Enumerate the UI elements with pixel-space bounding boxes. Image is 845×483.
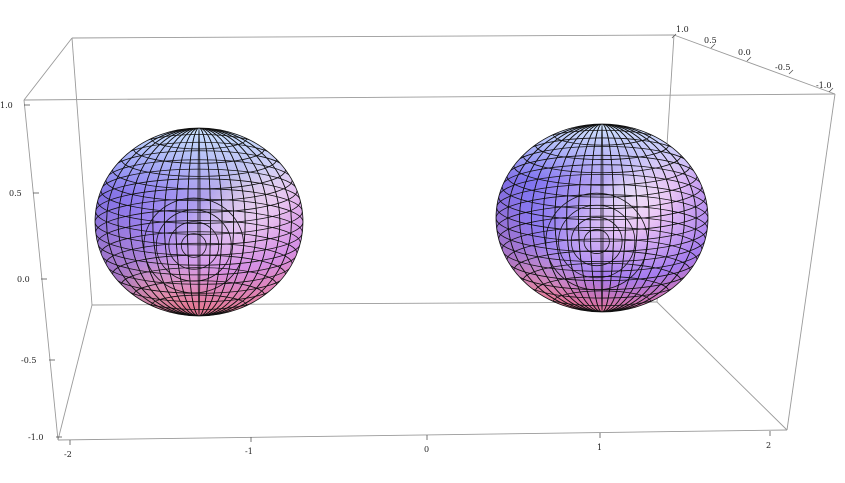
z-tick-label: 1.0: [0, 101, 13, 110]
sphere-left: [94, 127, 304, 317]
pole-ring: [155, 209, 232, 282]
x-tick-label: 0: [424, 445, 429, 454]
longitude-line: [152, 128, 246, 316]
pole-ring: [143, 197, 245, 294]
y-tick-label: 1.0: [676, 25, 689, 34]
z-axis-tick-labels: 1.0 0.5 0.0 -0.5 -1.0: [0, 101, 43, 442]
longitude-line: [106, 128, 292, 316]
longitude-line: [566, 124, 638, 312]
longitude-line: [507, 124, 697, 312]
y-tick-label: -1.0: [816, 81, 831, 90]
longitude-line: [117, 128, 281, 316]
x-tick-label: -1: [245, 447, 253, 456]
x-tick-label: 2: [766, 441, 771, 450]
z-tick-label: -1.0: [28, 433, 43, 442]
y-axis-ticks: [671, 33, 834, 93]
y-axis-tick-labels: 1.0 0.5 0.0 -0.5 -1.0: [676, 25, 831, 90]
y-tick-label: -0.5: [775, 63, 790, 72]
pole-ring: [570, 216, 623, 267]
pole-ring: [545, 192, 648, 291]
longitude-line: [530, 124, 674, 312]
sphere-right: [495, 123, 709, 313]
z-tick-label: 0.0: [17, 275, 30, 284]
z-tick-label: 0.5: [9, 189, 22, 198]
x-tick-label: -2: [64, 450, 72, 459]
x-tick-label: 1: [597, 443, 602, 452]
longitude-line: [140, 128, 258, 316]
latitude-line: [496, 194, 708, 242]
x-axis-ticks: [69, 431, 771, 445]
longitude-line: [554, 124, 650, 312]
pole-ring: [168, 221, 220, 270]
longitude-line: [187, 128, 211, 316]
x-axis-tick-labels: -2 -1 0 1 2: [64, 441, 771, 459]
z-axis-ticks: [24, 104, 62, 438]
longitude-line: [163, 128, 235, 316]
y-tick-label: 0.0: [738, 48, 751, 57]
pole-ring: [180, 233, 207, 258]
longitude-line: [542, 124, 662, 312]
pole-ring: [583, 229, 610, 254]
longitude-line: [519, 124, 685, 312]
z-tick-label: -0.5: [21, 356, 36, 365]
longitude-line: [129, 128, 269, 316]
y-tick-label: 0.5: [704, 36, 717, 45]
latitude-line: [95, 198, 303, 246]
pole-ring: [558, 204, 636, 279]
